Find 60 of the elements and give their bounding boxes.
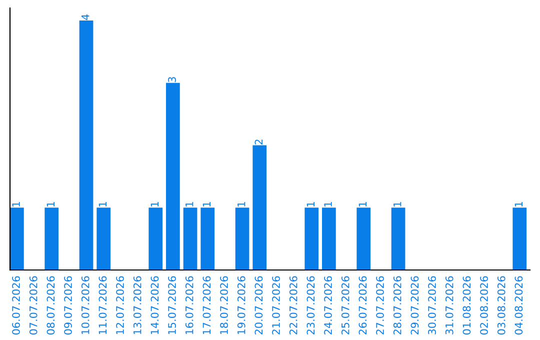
x-tick-label: 04.08.2026 bbox=[514, 276, 523, 335]
x-tick-label: 19.07.2026 bbox=[237, 276, 246, 334]
x-tick-label: 01.08.2026 bbox=[462, 276, 471, 335]
x-tick-label: 17.07.2026 bbox=[202, 276, 211, 334]
data-label: 1 bbox=[306, 202, 314, 206]
data-label: 1 bbox=[150, 202, 158, 206]
data-label: 1 bbox=[12, 202, 20, 206]
x-tick-label: 25.07.2026 bbox=[341, 276, 350, 334]
x-tick-label: 22.07.2026 bbox=[289, 276, 298, 334]
x-tick-label: 14.07.2026 bbox=[150, 276, 159, 334]
x-tick-label: 13.07.2026 bbox=[133, 276, 142, 334]
data-label: 2 bbox=[254, 140, 262, 144]
x-tick-label: 24.07.2026 bbox=[324, 276, 332, 334]
data-label: 1 bbox=[358, 202, 366, 206]
x-tick-label: 26.07.2026 bbox=[358, 276, 367, 334]
data-label: 1 bbox=[46, 202, 54, 206]
x-tick-label: 09.07.2026 bbox=[64, 276, 72, 335]
x-tick-label: 29.07.2026 bbox=[410, 276, 419, 334]
bar bbox=[512, 208, 527, 270]
x-tick-label: 31.07.2026 bbox=[445, 276, 454, 334]
x-tick-label: 08.07.2026 bbox=[46, 276, 55, 335]
x-tick-label: 03.08.2026 bbox=[497, 276, 506, 335]
x-tick-label: 23.07.2026 bbox=[306, 276, 315, 334]
x-tick-label: 16.07.2026 bbox=[185, 276, 194, 334]
data-label: 1 bbox=[202, 202, 210, 206]
x-tick-label: 02.08.2026 bbox=[480, 276, 488, 335]
x-tick-label: 06.07.2026 bbox=[12, 276, 20, 335]
data-label: 4 bbox=[82, 14, 90, 20]
bar bbox=[322, 208, 336, 270]
bar bbox=[200, 208, 215, 270]
x-tick-label: 18.07.2026 bbox=[220, 276, 228, 334]
bar bbox=[235, 208, 250, 270]
x-tick-label: 28.07.2026 bbox=[393, 276, 402, 334]
data-label: 1 bbox=[186, 202, 194, 206]
x-tick-label: 11.07.2026 bbox=[98, 276, 107, 334]
bar bbox=[356, 208, 371, 270]
x-tick-label: 15.07.2026 bbox=[168, 276, 176, 334]
data-label: 1 bbox=[324, 202, 332, 206]
bar bbox=[391, 208, 406, 270]
x-tick-label: 12.07.2026 bbox=[116, 276, 124, 334]
data-label: 1 bbox=[238, 202, 246, 206]
bar bbox=[79, 20, 94, 270]
data-label: 1 bbox=[98, 202, 106, 206]
x-tick-label: 21.07.2026 bbox=[272, 276, 280, 334]
bar bbox=[183, 208, 198, 270]
bar bbox=[148, 208, 163, 270]
bar bbox=[96, 208, 111, 270]
bar bbox=[304, 208, 319, 270]
x-tick-label: 20.07.2026 bbox=[254, 276, 263, 334]
bar bbox=[252, 145, 267, 270]
x-tick-label: 27.07.2026 bbox=[376, 276, 384, 334]
x-tick-label: 30.07.2026 bbox=[428, 276, 436, 334]
x-tick-label: 07.07.2026 bbox=[29, 276, 38, 335]
bar bbox=[44, 208, 59, 270]
data-label: 1 bbox=[394, 202, 402, 206]
bar bbox=[166, 82, 180, 270]
x-tick-label: 10.07.2026 bbox=[81, 276, 90, 334]
data-label: 1 bbox=[514, 202, 522, 206]
bar bbox=[10, 208, 24, 270]
data-label: 3 bbox=[168, 77, 176, 82]
